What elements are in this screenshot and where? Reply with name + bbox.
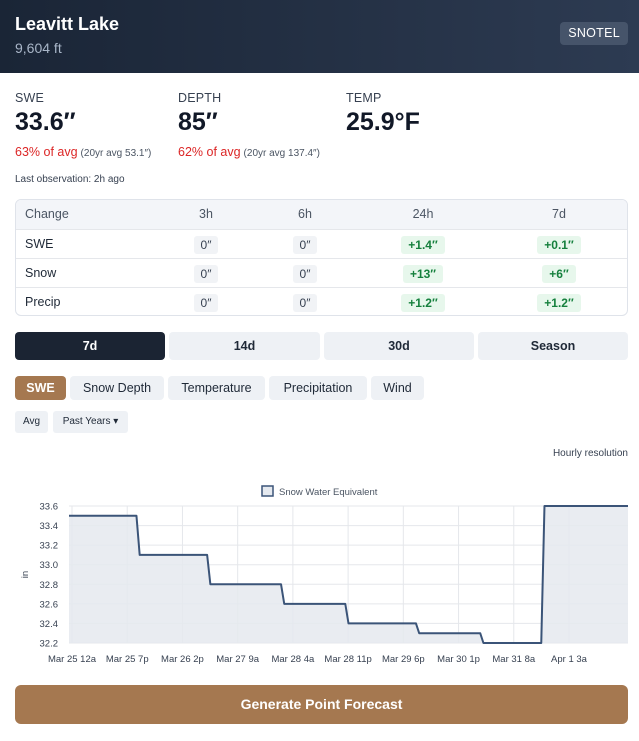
x-tick-label: Mar 25 12a: [48, 654, 97, 665]
range-tab-7d[interactable]: 7d: [15, 332, 165, 360]
y-tick-label: 33.2: [40, 541, 59, 552]
table-row: Precip 0″ 0″ +1.2″ +1.2″: [16, 287, 627, 315]
range-tab-14d[interactable]: 14d: [169, 332, 320, 360]
range-tab-season[interactable]: Season: [478, 332, 628, 360]
y-tick-label: 33.0: [40, 560, 59, 571]
change-value: +0.1″: [537, 235, 581, 254]
x-tick-label: Mar 25 7p: [106, 654, 149, 665]
change-value: +6″: [542, 264, 576, 283]
change-value: 0″: [193, 235, 219, 254]
swe-metric: SWE 33.6″ 63% of avg (20yr avg 53.1″): [15, 91, 151, 159]
variable-tab-swe[interactable]: SWE: [15, 376, 66, 400]
row-label: SWE: [25, 237, 54, 251]
swe-avg-note: (20yr avg 53.1″): [80, 148, 152, 159]
variable-tab-snow-depth[interactable]: Snow Depth: [70, 376, 164, 400]
depth-percent-row: 62% of avg (20yr avg 137.4″): [178, 145, 320, 159]
swe-chart: Snow Water Equivalent 33.6 33.4 33.2 33.0 32.…: [20, 485, 628, 665]
y-tick-label: 33.4: [40, 521, 59, 532]
avg-toggle-button[interactable]: Avg: [15, 411, 48, 433]
resolution-note: Hourly resolution: [552, 448, 628, 459]
series-area: [69, 506, 628, 643]
x-tick-label: Mar 28 11p: [324, 654, 371, 665]
temp-metric: TEMP 25.9°F: [346, 91, 420, 137]
change-value: +1.2″: [537, 293, 581, 312]
change-value: 0″: [292, 293, 318, 312]
header-6h: 6h: [298, 207, 312, 221]
depth-pct-of-avg: 62% of avg: [178, 145, 241, 159]
swe-percent-row: 63% of avg (20yr avg 53.1″): [15, 145, 151, 159]
row-label: Snow: [25, 266, 57, 280]
change-table: Change 3h 6h 24h 7d SWE 0″ 0″ +1.4″ +0.1…: [15, 199, 628, 316]
y-tick-label: 32.2: [40, 639, 59, 650]
change-value: 0″: [193, 293, 219, 312]
x-tick-label: Mar 29 6p: [382, 654, 425, 665]
table-row: SWE 0″ 0″ +1.4″ +0.1″: [16, 229, 627, 258]
generate-forecast-button[interactable]: Generate Point Forecast: [15, 685, 628, 724]
depth-value: 85″: [178, 108, 218, 136]
legend-label: Snow Water Equivalent: [279, 487, 378, 498]
y-axis-label: in: [20, 571, 31, 578]
y-tick-label: 32.8: [40, 580, 59, 591]
y-tick-label: 33.6: [40, 502, 59, 513]
station-name: Leavitt Lake: [15, 14, 120, 34]
header-24h: 24h: [412, 207, 434, 221]
station-elevation: 9,604 ft: [15, 40, 62, 56]
past-years-dropdown[interactable]: Past Years ▾: [53, 411, 128, 433]
station-header: Leavitt Lake 9,604 ft SNOTEL: [0, 0, 639, 73]
variable-tab-wind[interactable]: Wind: [371, 376, 424, 400]
header-change: Change: [25, 207, 69, 221]
change-value: +13″: [402, 264, 444, 283]
change-value: 0″: [193, 264, 219, 283]
network-badge: SNOTEL: [560, 22, 628, 45]
swe-pct-of-avg: 63% of avg: [15, 145, 78, 159]
header-7d: 7d: [552, 207, 566, 221]
depth-metric: DEPTH 85″ 62% of avg (20yr avg 137.4″): [178, 91, 320, 159]
depth-avg-note: (20yr avg 137.4″): [243, 148, 320, 159]
y-tick-label: 32.6: [40, 599, 59, 610]
table-row: Snow 0″ 0″ +13″ +6″: [16, 258, 627, 287]
series-line: [69, 505, 628, 644]
last-observation: Last observation: 2h ago: [15, 174, 125, 185]
x-tick-label: Mar 30 1p: [437, 654, 480, 665]
swe-label: SWE: [15, 91, 45, 105]
swe-value: 33.6″: [15, 108, 76, 136]
variable-tab-precipitation[interactable]: Precipitation: [269, 376, 367, 400]
change-table-header: Change 3h 6h 24h 7d: [16, 200, 627, 229]
x-tick-label: Mar 28 4a: [271, 654, 314, 665]
row-label: Precip: [25, 295, 61, 309]
temp-label: TEMP: [346, 91, 382, 105]
y-tick-label: 32.4: [40, 619, 59, 630]
x-tick-label: Mar 27 9a: [216, 654, 259, 665]
change-value: +1.4″: [401, 235, 445, 254]
depth-label: DEPTH: [178, 91, 222, 105]
x-tick-label: Mar 26 2p: [161, 654, 204, 665]
range-tab-30d[interactable]: 30d: [324, 332, 474, 360]
legend-swatch: [261, 485, 274, 497]
x-tick-label: Mar 31 8a: [492, 654, 535, 665]
change-value: 0″: [292, 264, 318, 283]
variable-tab-temperature[interactable]: Temperature: [168, 376, 265, 400]
change-value: 0″: [292, 235, 318, 254]
header-3h: 3h: [199, 207, 213, 221]
temp-value: 25.9°F: [346, 108, 420, 136]
change-value: +1.2″: [401, 293, 445, 312]
x-tick-label: Apr 1 3a: [551, 654, 588, 665]
